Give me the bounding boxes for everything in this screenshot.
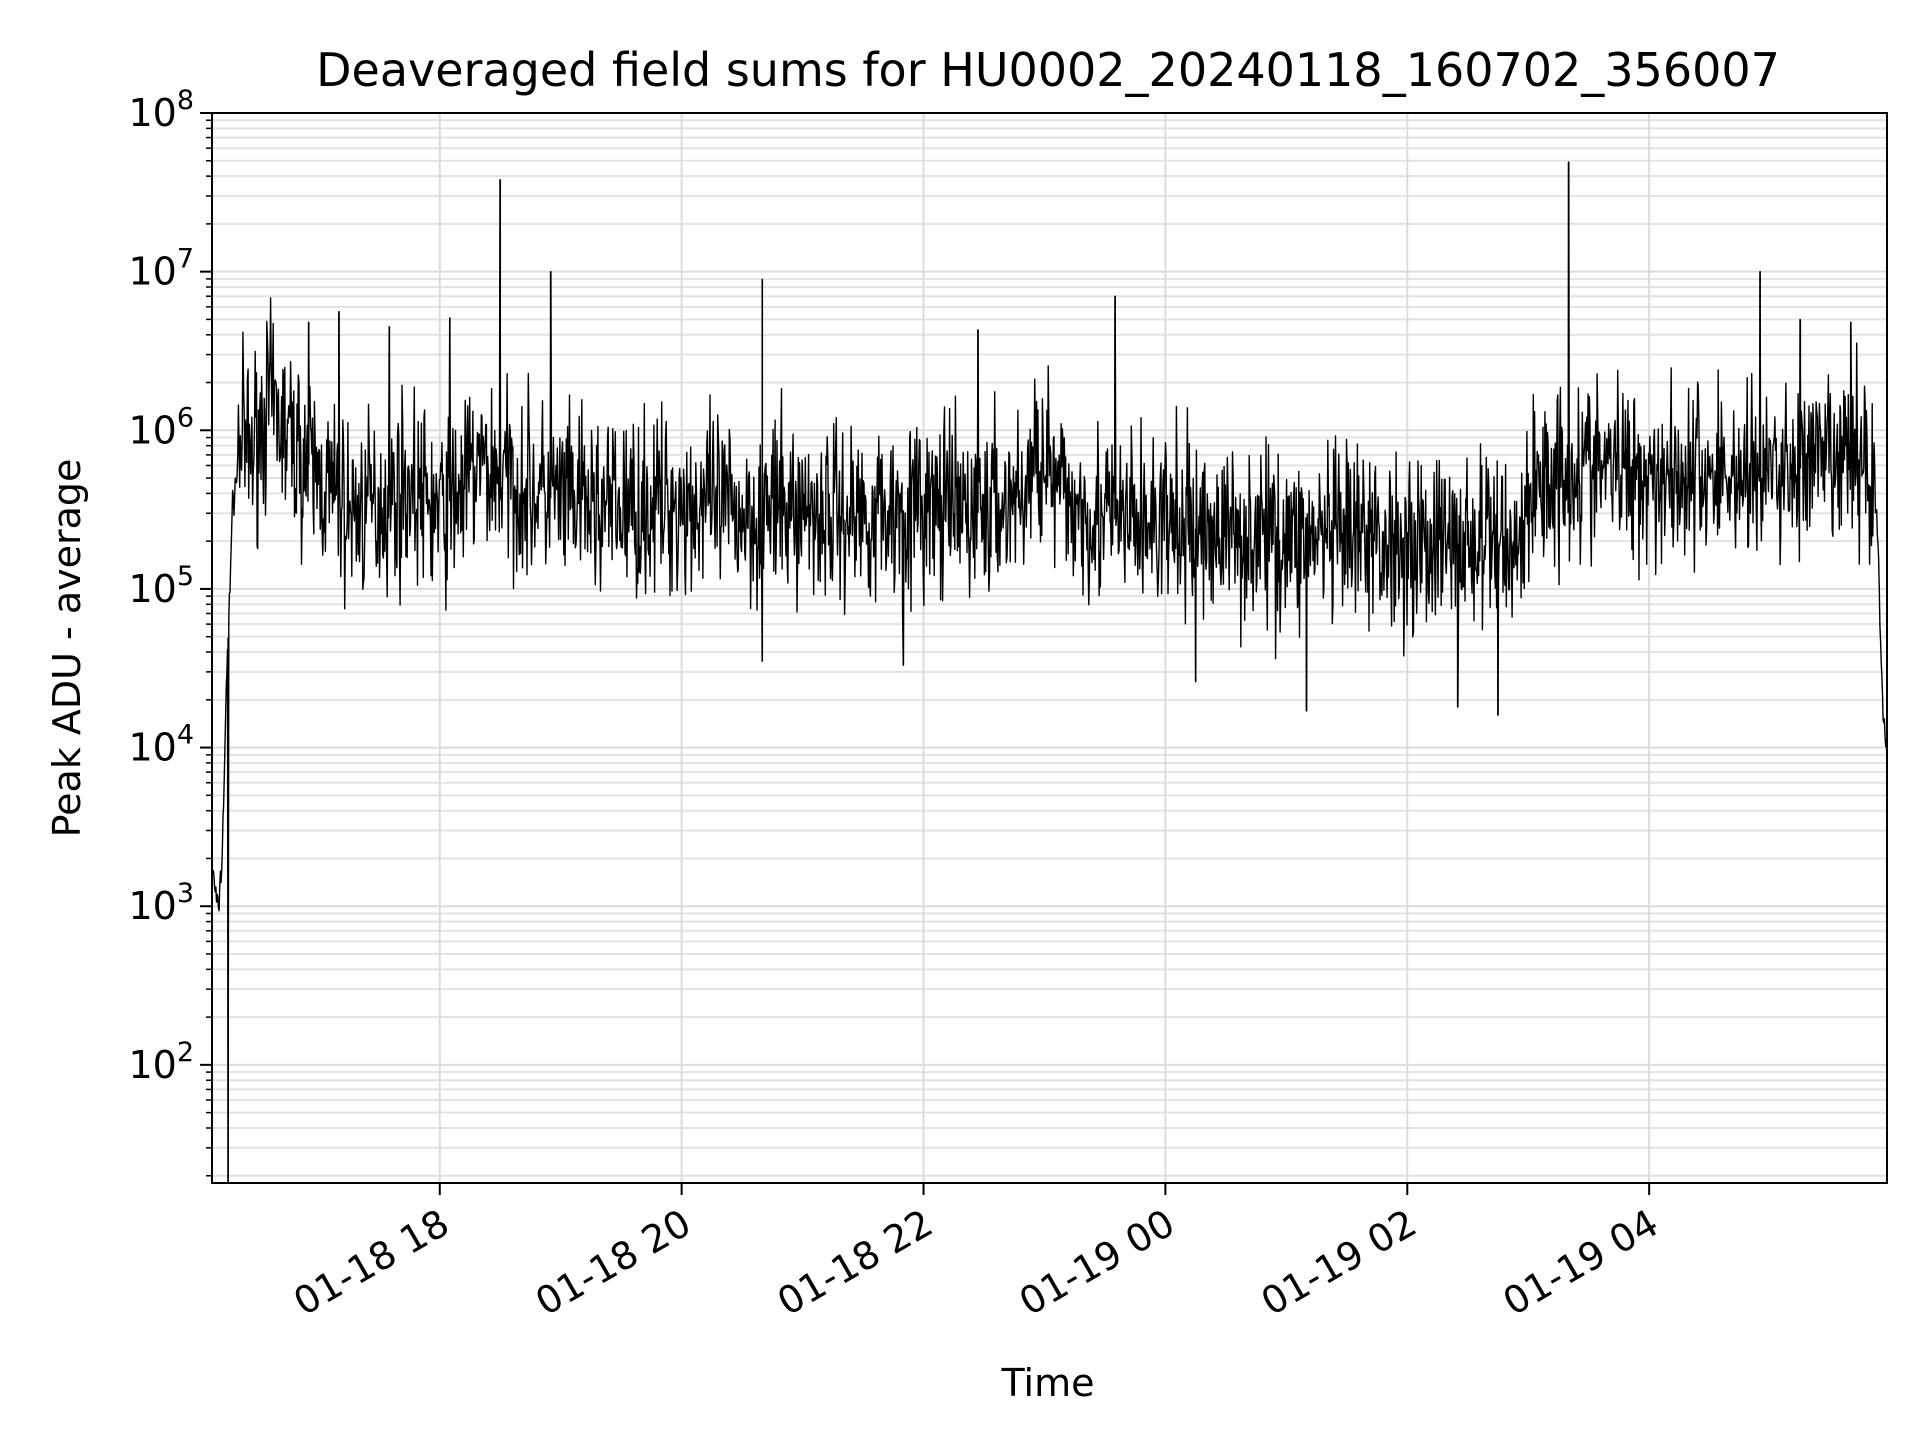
x-axis-label: Time: [1001, 1361, 1095, 1405]
y-tick-exponent: 8: [177, 85, 194, 116]
y-tick-exponent: 5: [177, 561, 194, 592]
data-series: [211, 161, 1888, 1184]
y-tick-exponent: 6: [177, 402, 194, 433]
y-tick-exponent: 7: [177, 244, 194, 275]
grid: [212, 112, 1887, 1183]
y-tick-label: 106: [128, 402, 194, 452]
y-axis-label: Peak ADU - average: [45, 459, 89, 838]
plot-frame: [211, 112, 1888, 1184]
chart-title: Deaveraged field sums for HU0002_2024011…: [316, 43, 1780, 97]
series-line: [211, 161, 1888, 1184]
y-tick-exponent: 2: [177, 1037, 194, 1068]
y-tick-exponent: 3: [177, 878, 194, 909]
y-tick-exponent: 4: [177, 720, 194, 751]
y-tick-label: 105: [128, 561, 194, 611]
